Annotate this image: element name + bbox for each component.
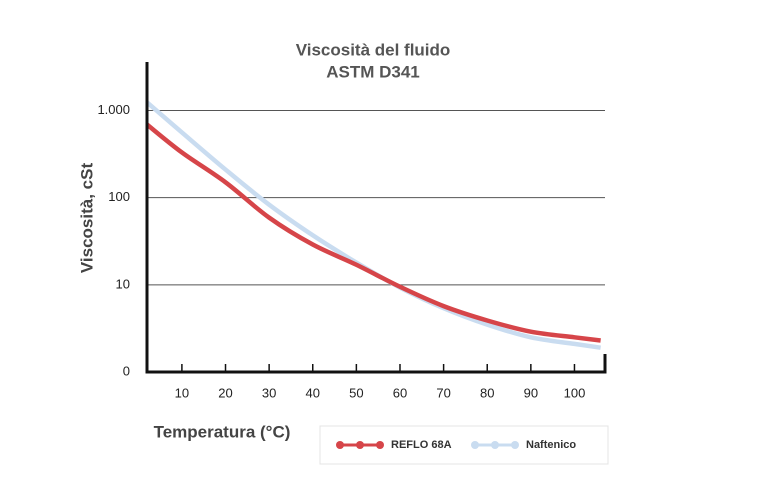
y-tick-label: 100 bbox=[108, 189, 130, 204]
line-series bbox=[145, 100, 601, 350]
y-tick-label: 1.000 bbox=[97, 102, 130, 117]
x-tick-label: 10 bbox=[175, 385, 189, 400]
x-tick-label: 80 bbox=[480, 385, 494, 400]
axis-line bbox=[145, 62, 607, 374]
legend-marker bbox=[491, 441, 499, 449]
legend-marker bbox=[511, 441, 519, 449]
line-series bbox=[145, 122, 601, 343]
x-tick-label: 60 bbox=[393, 385, 407, 400]
y-tick-label: 10 bbox=[116, 276, 130, 291]
x-axis-title: Temperatura (°C) bbox=[154, 422, 291, 441]
y-axis-title: Viscosità, cSt bbox=[77, 163, 96, 274]
x-tick-label: 50 bbox=[349, 385, 363, 400]
legend-marker bbox=[471, 441, 479, 449]
x-tick-label: 90 bbox=[524, 385, 538, 400]
legend-marker bbox=[376, 441, 384, 449]
legend-label: REFLO 68A bbox=[391, 439, 452, 451]
x-tick-label: 40 bbox=[306, 385, 320, 400]
legend-marker bbox=[356, 441, 364, 449]
x-tick-label: 30 bbox=[262, 385, 276, 400]
chart-title: Viscosità del fluido bbox=[296, 40, 451, 59]
x-tick-label: 20 bbox=[218, 385, 232, 400]
legend-marker bbox=[336, 441, 344, 449]
x-tick-label: 70 bbox=[436, 385, 450, 400]
x-tick-label: 100 bbox=[564, 385, 586, 400]
y-tick-label: 0 bbox=[123, 363, 130, 378]
chart-subtitle: ASTM D341 bbox=[326, 62, 420, 81]
legend-label: Naftenico bbox=[526, 439, 576, 451]
